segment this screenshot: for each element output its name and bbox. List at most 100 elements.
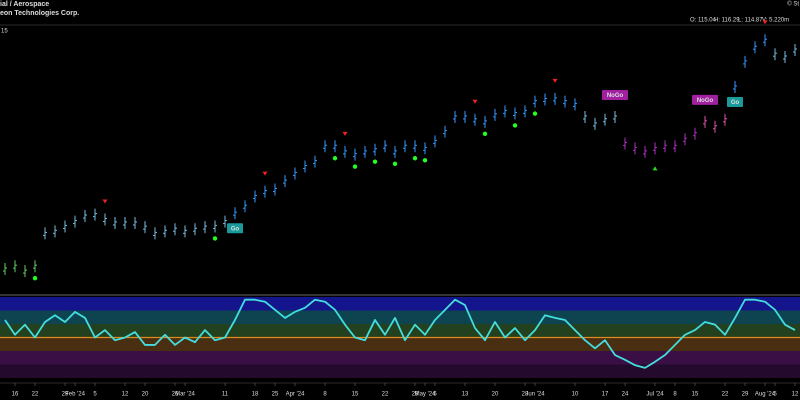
go-dot <box>32 275 38 281</box>
price-bar <box>123 216 127 229</box>
go-dot <box>212 236 218 241</box>
price-bar <box>3 262 7 275</box>
x-tick-label: Feb '24 <box>65 392 85 398</box>
price-tag: 15 <box>1 29 8 35</box>
price-bar <box>63 220 67 233</box>
price-bar <box>483 115 487 128</box>
price-bar <box>603 113 607 126</box>
x-tick-label: May '24 <box>415 392 436 398</box>
oscillator-band <box>0 351 800 365</box>
price-bar <box>133 216 137 229</box>
annotation-box <box>602 89 628 100</box>
price-bar <box>143 221 147 234</box>
price-bar <box>193 223 197 236</box>
price-bar <box>153 227 157 240</box>
price-bar <box>613 110 617 123</box>
price-bar <box>353 148 357 161</box>
price-bar <box>663 140 667 153</box>
oscillator-band <box>0 337 800 351</box>
x-tick-label: Mar '24 <box>175 392 195 398</box>
up-triangle <box>652 166 658 171</box>
oscillator-band <box>0 364 800 378</box>
down-triangle <box>342 131 348 136</box>
price-bar <box>223 215 227 228</box>
stat: V: 5.220m <box>762 18 789 24</box>
price-bar <box>743 55 747 68</box>
x-tick-label: 24 <box>622 392 629 398</box>
price-bar <box>773 48 777 61</box>
price-bar <box>433 135 437 148</box>
go-dot <box>352 164 358 169</box>
price-bar <box>563 95 567 108</box>
x-tick-label: Aug '24 <box>755 392 776 398</box>
x-tick-label: 29 <box>62 392 69 398</box>
price-bar <box>13 260 17 273</box>
price-bar <box>693 127 697 140</box>
price-bar <box>183 225 187 238</box>
annotation-label: Go <box>731 100 740 106</box>
x-tick-label: 22 <box>722 392 729 398</box>
x-tick-label: 5 <box>93 392 97 398</box>
price-bar <box>363 145 367 158</box>
price-bar <box>23 265 27 278</box>
price-bar <box>723 113 727 126</box>
go-dot <box>532 111 538 116</box>
price-bar <box>93 208 97 221</box>
annotation-box <box>727 96 743 107</box>
down-triangle <box>762 20 768 25</box>
price-bar <box>413 140 417 153</box>
x-tick-label: 8 <box>673 392 677 398</box>
price-bar <box>533 95 537 108</box>
annotation-box <box>227 223 243 234</box>
x-tick-label: Jun '24 <box>525 392 545 398</box>
x-tick-label: 12 <box>792 392 799 398</box>
price-bar <box>113 216 117 229</box>
price-bar <box>793 44 797 57</box>
price-bar <box>633 142 637 155</box>
x-tick-label: Jul '24 <box>646 392 664 398</box>
price-bar <box>753 41 757 54</box>
price-bar <box>403 140 407 153</box>
x-tick-label: 25 <box>272 392 279 398</box>
price-bar <box>473 113 477 126</box>
price-bar <box>283 175 287 188</box>
x-tick-label: 20 <box>142 392 149 398</box>
price-bar <box>383 140 387 153</box>
price-bar <box>73 215 77 228</box>
go-dot <box>422 158 428 163</box>
x-tick-label: 6 <box>433 392 437 398</box>
company-name: eon Technologies Corp. <box>0 10 79 17</box>
x-tick-label: 15 <box>692 392 699 398</box>
x-tick-label: 8 <box>323 392 327 398</box>
go-dot <box>482 131 488 137</box>
x-tick-label: 13 <box>462 392 469 398</box>
price-bar <box>683 133 687 146</box>
go-dot <box>512 123 518 128</box>
price-bar <box>333 140 337 153</box>
price-bar <box>553 92 557 105</box>
price-bar <box>783 50 787 63</box>
price-bar <box>203 221 207 234</box>
go-dot <box>332 156 338 161</box>
price-bar <box>323 140 327 153</box>
x-tick-label: 16 <box>12 392 19 398</box>
price-bar <box>543 93 547 106</box>
x-tick-label: 17 <box>602 392 609 398</box>
price-bar <box>653 142 657 155</box>
price-bar <box>303 160 307 173</box>
price-bar <box>733 80 737 93</box>
price-bar <box>703 115 707 128</box>
price-bar <box>233 207 237 220</box>
price-bar <box>593 117 597 130</box>
price-bar <box>343 145 347 158</box>
price-bar <box>643 145 647 158</box>
x-tick-label: 12 <box>122 392 129 398</box>
x-tick-label: 28 <box>522 392 529 398</box>
price-bar <box>673 140 677 153</box>
price-bar <box>313 155 317 168</box>
price-bar <box>423 142 427 155</box>
price-bar <box>393 145 397 158</box>
go-dot <box>412 156 418 161</box>
